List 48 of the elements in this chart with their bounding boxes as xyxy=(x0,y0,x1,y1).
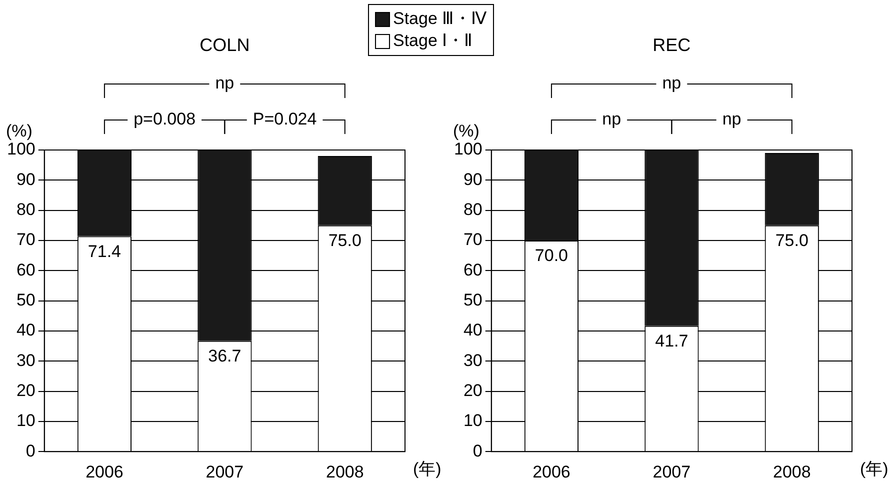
text: np xyxy=(722,110,742,129)
chart-title: COLN xyxy=(200,34,250,55)
legend-label: Stage Ⅲ・Ⅳ xyxy=(393,8,488,30)
text: P=0.024 xyxy=(252,110,317,129)
data-label: 41.7 xyxy=(655,332,688,351)
data-label: 36.7 xyxy=(208,346,242,366)
y-tick-label: 100 xyxy=(454,140,482,159)
text: p=0.008 xyxy=(134,110,196,129)
y-tick-label: 70 xyxy=(16,230,36,250)
text: np xyxy=(215,74,234,93)
text: np xyxy=(662,74,682,93)
y-tick-label: 80 xyxy=(463,200,482,220)
y-axis-title: (%) xyxy=(453,122,480,141)
y-tick-label: 50 xyxy=(16,290,36,310)
y-tick-label: 100 xyxy=(6,140,36,159)
text: Stage Ⅰ・Ⅱ xyxy=(393,30,472,52)
y-tick-label: 60 xyxy=(16,260,36,280)
y-tick-label: 40 xyxy=(16,320,36,340)
y-tick-label: 30 xyxy=(16,350,36,370)
x-tick-label: 2007 xyxy=(652,462,691,482)
chart-title: REC xyxy=(652,34,691,55)
y-tick-label: 40 xyxy=(463,320,482,340)
y-tick-label: 30 xyxy=(463,350,482,370)
y-tick-label: 0 xyxy=(26,441,36,460)
y-tick-label: 90 xyxy=(16,170,36,189)
data-label: 75.0 xyxy=(328,231,362,250)
y-axis-title: (%) xyxy=(6,122,32,141)
x-tick-label: 2008 xyxy=(326,462,364,482)
y-tick-label: 50 xyxy=(463,290,482,310)
x-axis-title: (年) xyxy=(413,459,442,478)
y-tick-label: 70 xyxy=(463,230,482,250)
data-label: 75.0 xyxy=(775,231,808,250)
data-label: 70.0 xyxy=(534,246,568,266)
x-tick-label: 2008 xyxy=(772,462,811,482)
y-tick-label: 60 xyxy=(463,260,482,280)
y-tick-label: 0 xyxy=(472,441,482,460)
y-tick-label: 20 xyxy=(16,380,36,400)
y-tick-label: 80 xyxy=(16,200,36,220)
y-tick-label: 10 xyxy=(16,411,36,430)
x-tick-label: 2007 xyxy=(206,462,244,482)
x-axis-title: (年) xyxy=(860,459,888,478)
text: np xyxy=(602,110,622,129)
x-tick-label: 2006 xyxy=(86,462,124,482)
y-tick-label: 20 xyxy=(463,380,482,400)
y-tick-label: 90 xyxy=(463,170,482,189)
y-tick-label: 10 xyxy=(463,411,482,430)
data-label: 71.4 xyxy=(88,242,122,261)
x-tick-label: 2006 xyxy=(532,462,570,482)
